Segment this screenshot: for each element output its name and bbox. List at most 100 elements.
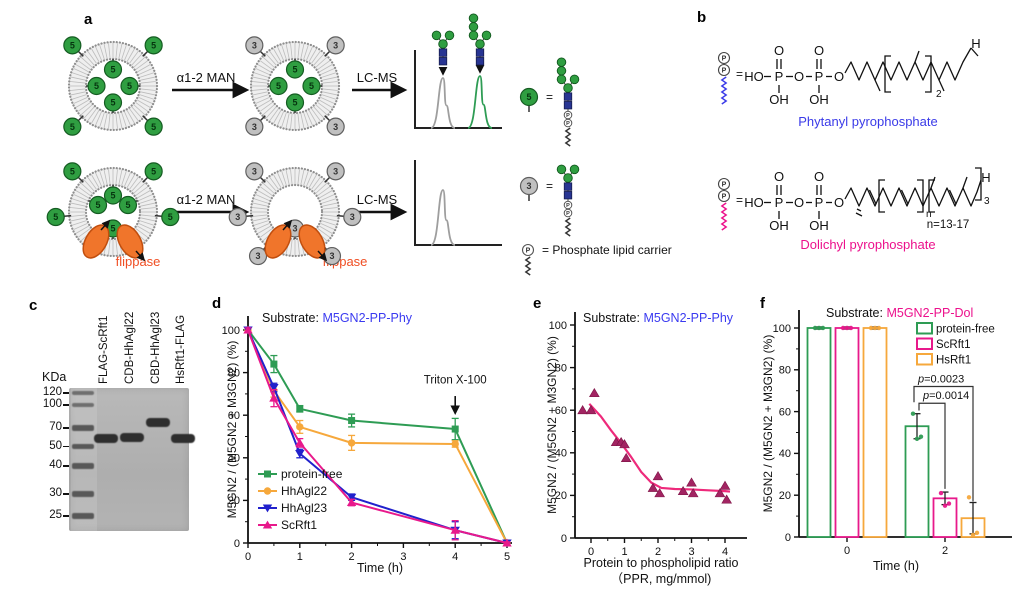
glycan-number: 5: [110, 224, 115, 234]
replicate-dot: [872, 325, 878, 331]
glycan-number: 3: [292, 224, 297, 234]
legend-item-HhAgl23: HhAgl23: [258, 501, 327, 515]
phosphate-icon: [563, 208, 573, 218]
pyrophosphate-symbol-icon: PP: [717, 51, 731, 105]
m3gn2-glycan-icon: PP: [556, 164, 580, 237]
data-marker: [450, 525, 460, 534]
lcms-label: LC-MS: [357, 70, 398, 85]
phosphate-carrier-legend: = Phosphate lipid carrier: [542, 243, 672, 257]
glycan-circle-icon: [103, 93, 123, 112]
kda-axis-label: KDa: [42, 370, 67, 384]
x-tick-label: 0: [844, 545, 850, 557]
glycan-circle-icon: [103, 60, 123, 79]
gel-lane-label: CBD-HhAgl23: [150, 311, 162, 384]
protein-band: [120, 432, 144, 442]
phosphate-icon: [717, 189, 731, 203]
m5gn2-glycan-icon: [468, 13, 492, 66]
kda-marker-tick: [63, 493, 69, 495]
liposome-icon: 3 3 3 3 3 3 3: [228, 162, 362, 266]
glycan-circle-icon: [326, 117, 345, 136]
bar: [862, 327, 888, 538]
atom: P: [775, 195, 784, 210]
data-point: [619, 439, 630, 449]
glycan-number: 5: [151, 41, 156, 51]
data-point: [654, 488, 665, 498]
legend-label: ScRft1: [936, 339, 971, 351]
y-axis-title: M5GN2 / (M5GN2 + M3GN2) (%): [545, 336, 559, 514]
data-marker: [347, 439, 356, 447]
chart-title: Substrate: M5GN2-PP-Dol: [826, 306, 973, 320]
mannose-icon: [556, 57, 567, 67]
glcnac-icon: [475, 48, 485, 57]
legend-label: HhAgl23: [281, 501, 327, 515]
replicate-dot: [918, 434, 924, 439]
atom: P: [815, 195, 824, 210]
y-axis-title: M5GN2 / (M5GN2 + M3GN2) (%): [761, 335, 775, 513]
data-point: [585, 405, 597, 415]
data-point: [686, 477, 697, 487]
legend-item-HhAgl22: HhAgl22: [258, 484, 327, 498]
data-marker: [346, 493, 357, 502]
svg-text:P: P: [566, 113, 570, 119]
x-tick-label: 2: [655, 546, 661, 558]
data-point: [721, 494, 732, 504]
data-marker: [295, 450, 305, 458]
atom: O: [834, 195, 844, 210]
glycan-circle-icon: [63, 117, 82, 136]
mannose-icon: [563, 83, 573, 93]
replicate-dot: [942, 503, 948, 508]
pvalue-bracket: [913, 385, 974, 502]
legend-item-HsRft1: HsRft1: [916, 353, 971, 367]
glycan-number: 3: [333, 122, 338, 132]
phytanyl-structure: HO P O P O O O OH OH H: [736, 36, 981, 129]
kda-marker-tick: [63, 465, 69, 467]
data-marker: [270, 360, 278, 368]
glycan-circle-icon: [144, 36, 163, 55]
atom: O: [834, 69, 844, 84]
data-marker: [451, 425, 459, 433]
ladder-band: [72, 403, 94, 408]
ladder-band: [72, 491, 94, 497]
n-range-label: n=13-17: [927, 219, 970, 231]
panel-a-scheme: α1-2 MAN LC-MS α1-2 MAN LC-MS flippase f…: [46, 13, 672, 276]
data-point: [652, 471, 664, 481]
phosphate-icon: [717, 51, 731, 65]
atom: O: [814, 169, 824, 184]
lipid-tail-icon: [564, 127, 572, 147]
replicate-dot: [876, 325, 882, 331]
bar: [834, 327, 860, 538]
glycan-circle-icon: [161, 207, 180, 227]
ladder-band: [72, 463, 94, 469]
data-marker: [346, 498, 357, 507]
mannose-icon: [556, 74, 567, 85]
y-axis-title: M5GN2 / (M5GN2 + M3GN2) (%): [225, 341, 239, 519]
glycan-number: 3: [329, 251, 334, 261]
x-tick-label: 1: [621, 546, 627, 558]
pyrophosphate-formula: HO P O P O O O OH OH H: [744, 36, 980, 107]
svg-text:P: P: [722, 56, 727, 63]
data-marker: [296, 405, 304, 413]
glycan-circle-icon: [519, 176, 539, 196]
gel-lane-label: FLAG-ScRft1: [98, 315, 110, 384]
y-tick-label: 100: [222, 325, 240, 337]
glcnac-icon: [438, 48, 448, 57]
glycan-circle-icon: [326, 162, 345, 181]
kda-marker-label: 100: [42, 398, 62, 411]
glycan-number: 5: [151, 167, 156, 177]
mannose-icon: [475, 39, 485, 49]
gel-lane-label: CDB-HhAgl22: [124, 311, 136, 384]
replicate-dot: [868, 325, 874, 331]
glycan-number: 5: [53, 212, 58, 222]
legend-label: HsRft1: [936, 355, 971, 367]
legend-label: HhAgl22: [281, 484, 327, 498]
x-tick-label: 1: [297, 551, 303, 563]
glycan-number: 5: [151, 122, 156, 132]
svg-text:P: P: [722, 68, 727, 75]
dolichyl-name: Dolichyl pyrophosphate: [800, 237, 935, 252]
glycan-number: 5: [292, 98, 297, 108]
lcms-peak-m3gn2: [430, 77, 456, 129]
glycan-number: 5: [96, 200, 101, 210]
bar-series-protein-free: [806, 325, 930, 538]
